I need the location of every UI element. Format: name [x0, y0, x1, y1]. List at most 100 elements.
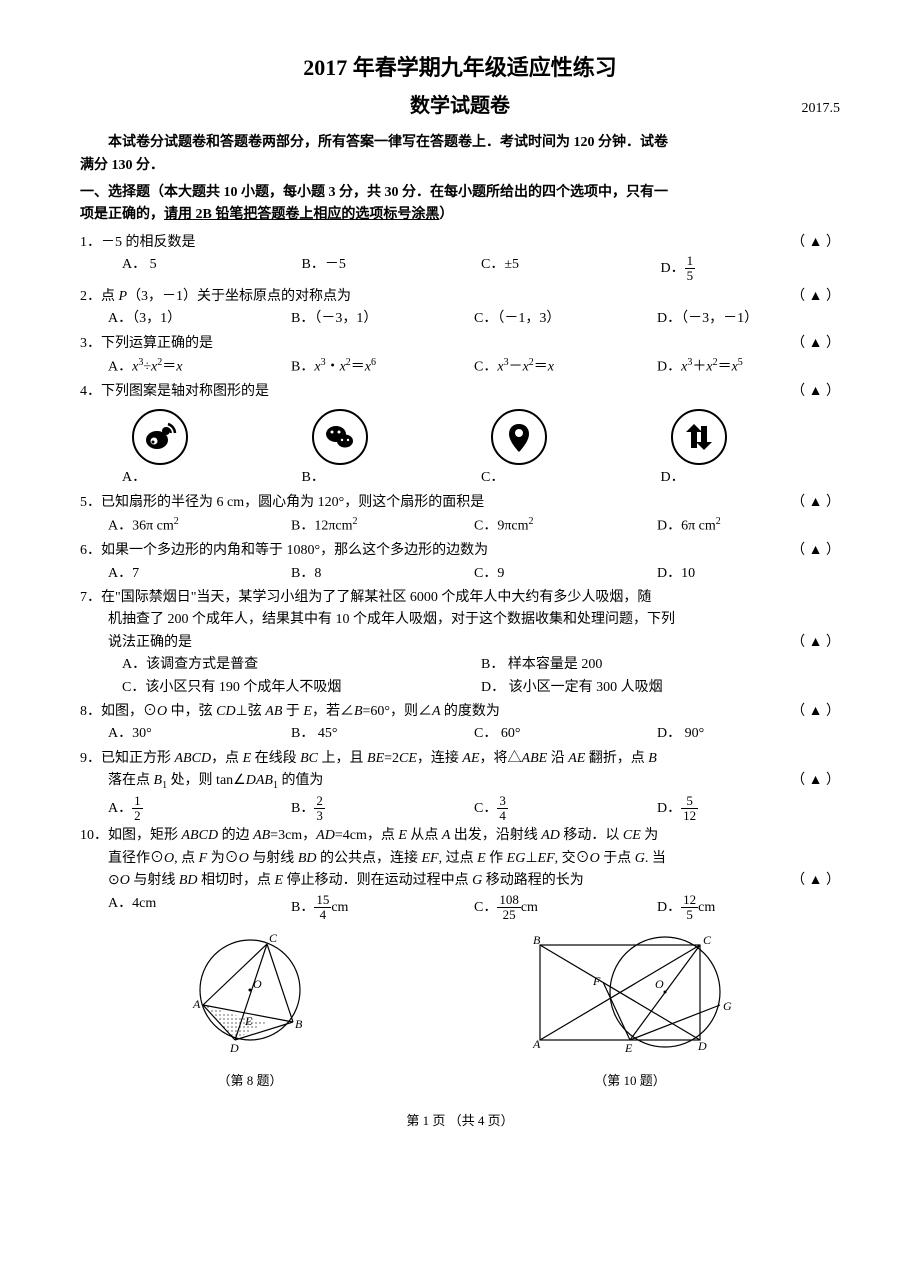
svg-text:E: E	[624, 1041, 633, 1055]
q10-ce: CE	[623, 828, 644, 843]
q8-b: B． 45°	[291, 723, 474, 745]
question-9: 9．已知正方形 ABCD，点 E 在线段 BC 上，且 BE=2CE，连接 AE…	[80, 748, 840, 824]
q7-blank: （ ▲ ）	[791, 632, 840, 654]
q3d-e3: 5	[738, 357, 743, 368]
q9-t7: 翻折，点	[589, 751, 649, 766]
fig8-caption: （第 8 题）	[175, 1071, 325, 1092]
q10-e3: E	[275, 873, 287, 888]
q5-a: A．36π cm2	[108, 514, 291, 538]
q3b-e3: 6	[371, 357, 376, 368]
svg-text:D: D	[697, 1039, 707, 1053]
sec1-c: 请用 2B 铅笔把答题卷上相应的选项标号涂黑	[164, 207, 439, 222]
q10-blank: （ ▲ ）	[791, 870, 840, 892]
q10b-d: 4	[314, 908, 331, 922]
q9a-d: 2	[132, 809, 143, 823]
q5-b: B．12πcm2	[291, 514, 474, 538]
q5c-t: C．9πcm	[474, 519, 529, 534]
q3b-p: B．	[291, 360, 314, 375]
q10-l1a: 10．如图，矩形	[80, 828, 182, 843]
q1-d-n: 1	[685, 254, 696, 269]
q10-e: E	[398, 828, 410, 843]
q8-e: E	[303, 704, 312, 719]
q10-eq4: =4cm，点	[335, 828, 399, 843]
q3a-p: A．	[108, 360, 132, 375]
svg-text:G: G	[723, 999, 732, 1013]
q9-l2: 落在点 B1 处，则 tan∠DAB1 的值为	[108, 770, 791, 794]
q10-l2c: 为⊙	[211, 851, 239, 866]
q9-ce: CE	[399, 751, 417, 766]
q3-blank: （ ▲ ）	[791, 333, 840, 355]
q3-stem: 3．下列运算正确的是	[80, 333, 791, 355]
q10-l2g: 作	[489, 851, 507, 866]
q10d-s: cm	[698, 900, 715, 915]
q9-l2a: 落在点	[108, 773, 154, 788]
q10-g2: G	[472, 873, 486, 888]
q3a-x3: x	[176, 360, 182, 375]
svg-text:B: B	[295, 1017, 303, 1031]
question-4: 4．下列图案是轴对称图形的是 （ ▲ ） A． B． C． D．	[80, 381, 840, 490]
q3c-x3: x	[548, 360, 554, 375]
svg-text:A: A	[532, 1037, 541, 1051]
q8-at: 于	[286, 704, 304, 719]
q1-a: A． 5	[122, 254, 302, 284]
q1-d-pre: D．	[661, 261, 685, 276]
q2-blank: （ ▲ ）	[791, 286, 840, 308]
q5d-t: D．6π cm	[657, 519, 716, 534]
q9-a: A．12	[108, 794, 291, 824]
q2-b: B．（－3，1）	[291, 308, 474, 330]
q10-d: D．125cm	[657, 893, 840, 923]
q10-ef: EF	[421, 851, 438, 866]
q8-p1: 8．如图，⊙	[80, 704, 157, 719]
q2-d: D．（－3，－1）	[657, 308, 840, 330]
q8-stem: 8．如图，⊙O 中，弦 CD⊥弦 AB 于 E，若∠B=60°，则∠A 的度数为	[80, 701, 791, 723]
q10-l1c: 从点	[410, 828, 442, 843]
q9-l2c: 的值为	[278, 773, 324, 788]
q8-cd: CD	[216, 704, 235, 719]
q10b-s: cm	[331, 900, 348, 915]
q9-dab: DAB	[246, 773, 273, 788]
q3a-eq: ＝	[162, 360, 176, 375]
svg-text:E: E	[244, 1014, 253, 1028]
fig10-caption: （第 10 题）	[515, 1071, 745, 1092]
q5-d: D．6π cm2	[657, 514, 840, 538]
q9-t6: 沿	[551, 751, 569, 766]
q2-p: P	[119, 289, 128, 304]
q10b-n: 15	[314, 893, 331, 908]
q10c-d: 25	[497, 908, 521, 922]
svg-text:F: F	[592, 974, 601, 988]
q3-b: B．x3・x2＝x6	[291, 355, 474, 379]
q9b-n: 2	[314, 794, 325, 809]
q10-l1e: 移动．以	[563, 828, 623, 843]
q4-icon-a: A．	[122, 409, 302, 489]
q10-l1: 10．如图，矩形 ABCD 的边 AB=3cm，AD=4cm，点 E 从点 A …	[80, 825, 840, 847]
q10d-p: D．	[657, 900, 681, 915]
weibo-icon	[132, 409, 188, 465]
q7-d: D． 该小区一定有 300 人吸烟	[481, 677, 840, 699]
q5c-sq: 2	[529, 516, 534, 527]
q10-l1f: 为	[644, 828, 658, 843]
q8-if: ，若∠	[312, 704, 354, 719]
q8-d: D． 90°	[657, 723, 840, 745]
q3d-op: ＋	[692, 360, 706, 375]
q10-o4: O	[120, 873, 134, 888]
q10-o2: O	[239, 851, 253, 866]
q3d-p: D．	[657, 360, 681, 375]
q1-stem: 1．－5 的相反数是	[80, 232, 791, 254]
figure-10: A B C D E F G O （第 10 题）	[515, 930, 745, 1091]
q3c-p: C．	[474, 360, 497, 375]
svg-text:B: B	[533, 933, 541, 947]
q9-abe: ABE	[522, 751, 551, 766]
figure-8-svg: A B C D E O	[175, 930, 325, 1060]
wechat-icon	[312, 409, 368, 465]
intro-line2: 满分 130 分．	[80, 155, 840, 177]
svg-text:C: C	[703, 933, 712, 947]
q4-a-label: A．	[122, 467, 146, 489]
q10c-p: C．	[474, 900, 497, 915]
q7-l3: 说法正确的是	[108, 632, 791, 654]
svg-text:A: A	[192, 997, 201, 1011]
location-icon	[491, 409, 547, 465]
figure-8: A B C D E O （第 8 题）	[175, 930, 325, 1091]
q9-t5: ，将△	[480, 751, 522, 766]
q2-c: C．（－1，3）	[474, 308, 657, 330]
q6-blank: （ ▲ ）	[791, 540, 840, 562]
